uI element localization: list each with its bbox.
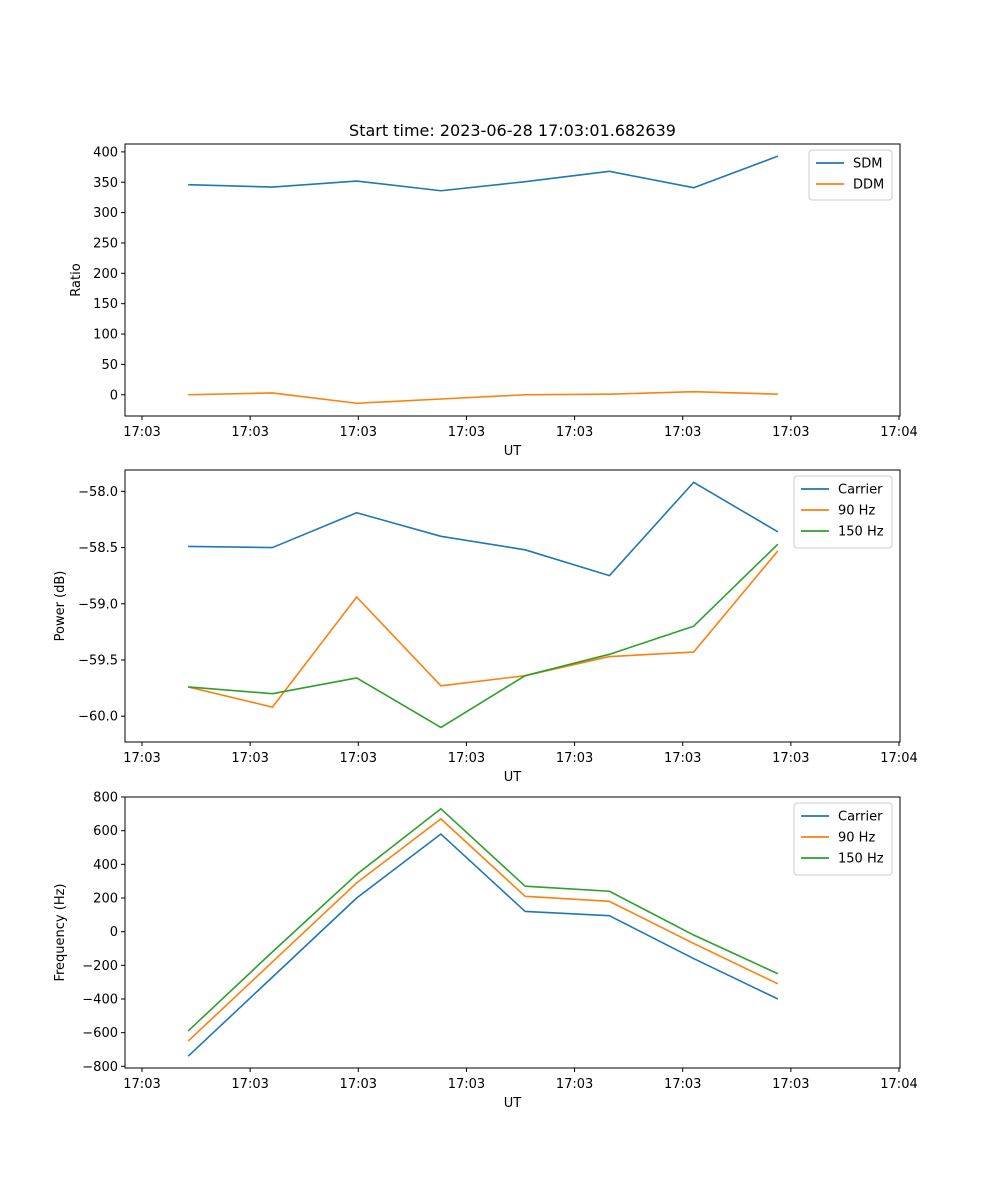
legend: Carrier 90 Hz 150 Hz bbox=[793, 475, 893, 549]
y-tick-label: −59.5 bbox=[78, 653, 118, 668]
x-tick-label: 17:03 bbox=[556, 425, 593, 440]
series-line-ddm bbox=[188, 390, 778, 405]
y-tick-label: 200 bbox=[93, 267, 118, 282]
x-axis-label: UT bbox=[504, 1096, 522, 1111]
legend-box bbox=[793, 802, 893, 876]
x-tick-label: 17:04 bbox=[880, 1077, 917, 1092]
y-tick-label: −800 bbox=[82, 1060, 118, 1075]
y-tick-label: 100 bbox=[93, 328, 118, 343]
y-tick-label: −60.0 bbox=[78, 710, 118, 725]
y-tick-label: −400 bbox=[82, 992, 118, 1007]
x-tick-label: 17:03 bbox=[231, 425, 268, 440]
x-tick-label: 17:03 bbox=[123, 751, 160, 766]
legend-entry: 90 Hz bbox=[838, 504, 875, 519]
x-tick-label: 17:03 bbox=[556, 1077, 593, 1092]
y-tick-label: 300 bbox=[93, 206, 118, 221]
x-tick-label: 17:03 bbox=[448, 1077, 485, 1092]
x-tick-label: 17:03 bbox=[123, 425, 160, 440]
legend: Carrier 90 Hz 150 Hz bbox=[793, 802, 893, 876]
y-tick-label: −200 bbox=[82, 959, 118, 974]
series-line-carrier bbox=[187, 833, 779, 1057]
x-axis-label: UT bbox=[504, 770, 522, 785]
y-tick-label: 400 bbox=[93, 145, 118, 160]
y-tick-label: 350 bbox=[93, 176, 118, 191]
y-axis-label: Power (dB) bbox=[53, 571, 68, 642]
legend-entry: Carrier bbox=[838, 810, 883, 825]
y-tick-label: 0 bbox=[110, 925, 118, 940]
x-tick-label: 17:03 bbox=[664, 1077, 701, 1092]
series-line-90-hz bbox=[187, 550, 779, 708]
series-line-90-hz bbox=[187, 818, 779, 1042]
y-tick-label: 50 bbox=[101, 358, 118, 373]
x-axis-label: UT bbox=[504, 444, 522, 459]
x-tick-label: 17:03 bbox=[340, 1077, 377, 1092]
figure-title: Start time: 2023-06-28 17:03:01.682639 bbox=[349, 121, 676, 140]
y-tick-label: −58.0 bbox=[78, 485, 118, 500]
subplot-3: −800 −600 −400 −200 0 200 400 600 800 17:03 17:03 1… bbox=[53, 791, 918, 1112]
series-line-carrier bbox=[188, 481, 779, 577]
legend-box bbox=[793, 475, 893, 549]
x-tick-label: 17:03 bbox=[664, 751, 701, 766]
x-tick-label: 17:03 bbox=[772, 425, 809, 440]
plots-container: 0 50 100 150 200 250 300 350 400 17:03 17:03 17:03 1… bbox=[53, 143, 918, 1112]
x-tick-label: 17:03 bbox=[448, 751, 485, 766]
x-tick-label: 17:03 bbox=[231, 751, 268, 766]
x-tick-label: 17:04 bbox=[880, 751, 917, 766]
x-tick-label: 17:04 bbox=[880, 425, 917, 440]
y-tick-label: 0 bbox=[110, 388, 118, 403]
y-axis-label: Ratio bbox=[69, 263, 84, 296]
x-tick-label: 17:03 bbox=[772, 1077, 809, 1092]
legend-entry: 150 Hz bbox=[838, 852, 884, 867]
series-line-sdm bbox=[188, 155, 779, 192]
x-tick-label: 17:03 bbox=[664, 425, 701, 440]
axes-frame bbox=[124, 796, 901, 1069]
y-tick-label: −59.0 bbox=[78, 597, 118, 612]
y-tick-label: −58.5 bbox=[78, 541, 118, 556]
legend-entry: 90 Hz bbox=[838, 831, 875, 846]
x-tick-label: 17:03 bbox=[448, 425, 485, 440]
y-tick-label: −600 bbox=[82, 1026, 118, 1041]
x-tick-label: 17:03 bbox=[556, 751, 593, 766]
subplot-1: 0 50 100 150 200 250 300 350 400 17:03 17:03 17:03 1… bbox=[69, 143, 918, 459]
y-tick-label: 800 bbox=[93, 791, 118, 806]
x-tick-label: 17:03 bbox=[231, 1077, 268, 1092]
x-tick-label: 17:03 bbox=[340, 751, 377, 766]
legend-entry: DDM bbox=[853, 178, 884, 193]
y-tick-label: 150 bbox=[93, 297, 118, 312]
legend-entry: SDM bbox=[853, 157, 882, 172]
y-tick-label: 200 bbox=[93, 891, 118, 906]
legend-entry: Carrier bbox=[838, 483, 883, 498]
y-axis-label: Frequency (Hz) bbox=[53, 883, 68, 981]
y-tick-label: 600 bbox=[93, 824, 118, 839]
axes-frame bbox=[124, 143, 901, 417]
x-tick-label: 17:03 bbox=[123, 1077, 160, 1092]
y-tick-label: 250 bbox=[93, 236, 118, 251]
x-tick-label: 17:03 bbox=[772, 751, 809, 766]
series-line-150-hz bbox=[187, 807, 779, 1032]
subplot-2: −60.0 −59.5 −59.0 −58.5 −58.0 17:03 17:03 17:03… bbox=[53, 469, 918, 785]
legend: SDM DDM bbox=[808, 149, 893, 201]
x-tick-label: 17:03 bbox=[340, 425, 377, 440]
axes-frame bbox=[124, 469, 901, 743]
legend-entry: 150 Hz bbox=[838, 525, 884, 540]
series-line-150-hz bbox=[188, 543, 779, 729]
y-tick-label: 400 bbox=[93, 858, 118, 873]
